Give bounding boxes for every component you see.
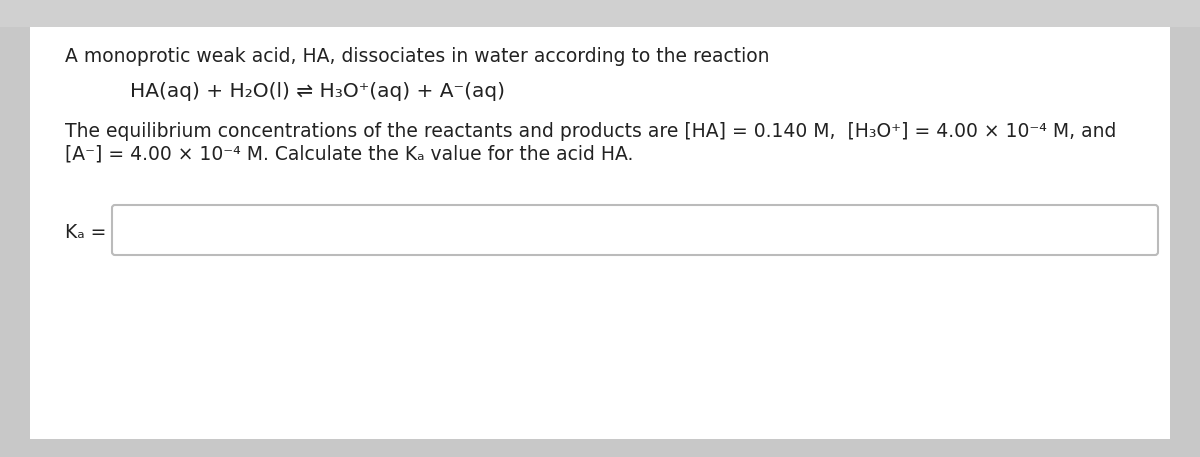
Text: Kₐ =: Kₐ = <box>65 223 107 243</box>
Bar <box>0 0 1200 27</box>
FancyBboxPatch shape <box>112 205 1158 255</box>
Text: [A⁻] = 4.00 × 10⁻⁴ M. Calculate the Kₐ value for the acid HA.: [A⁻] = 4.00 × 10⁻⁴ M. Calculate the Kₐ v… <box>65 145 634 164</box>
Text: HA(aq) + H₂O(l) ⇌ H₃O⁺(aq) + A⁻(aq): HA(aq) + H₂O(l) ⇌ H₃O⁺(aq) + A⁻(aq) <box>130 82 505 101</box>
Text: The equilibrium concentrations of the reactants and products are [HA] = 0.140 M,: The equilibrium concentrations of the re… <box>65 122 1116 141</box>
Text: A monoprotic weak acid, HA, dissociates in water according to the reaction: A monoprotic weak acid, HA, dissociates … <box>65 47 769 66</box>
